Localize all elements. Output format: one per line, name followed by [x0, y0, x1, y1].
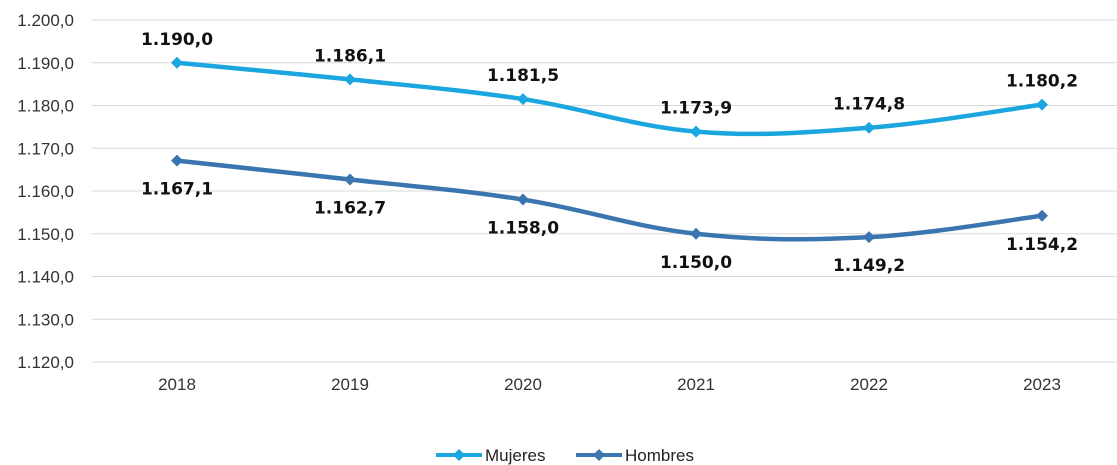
legend-marker-hombres — [593, 449, 605, 461]
data-label-mujeres: 1.181,5 — [487, 66, 559, 86]
data-point-hombres — [863, 231, 875, 244]
gridlines — [92, 19, 1117, 363]
series-line-mujeres — [174, 60, 1045, 137]
legend-item-hombres: Hombres — [576, 446, 694, 465]
data-label-hombres: 1.167,1 — [141, 180, 213, 200]
data-label-hombres: 1.154,2 — [1006, 235, 1078, 255]
data-point-hombres — [517, 193, 529, 206]
y-tick-label: 1.130,0 — [17, 310, 74, 329]
series — [171, 56, 1048, 244]
y-tick-label: 1.160,0 — [17, 182, 74, 201]
data-point-hombres — [344, 173, 356, 186]
y-tick-label: 1.140,0 — [17, 268, 74, 287]
data-point-mujeres — [517, 93, 529, 106]
data-labels: 1.190,0 1.186,1 1.181,5 1.173,9 1.174,8 1.180… — [141, 30, 1078, 276]
data-point-mujeres — [1036, 98, 1048, 111]
x-tick-label: 2021 — [677, 375, 715, 394]
data-point-mujeres — [690, 125, 702, 138]
y-tick-label: 1.180,0 — [17, 97, 74, 116]
legend-label-mujeres: Mujeres — [485, 446, 545, 465]
data-point-hombres — [171, 154, 183, 167]
x-tick-label: 2019 — [331, 375, 369, 394]
data-label-hombres: 1.158,0 — [487, 219, 559, 239]
y-tick-label: 1.120,0 — [17, 353, 74, 372]
data-label-hombres: 1.162,7 — [314, 198, 386, 218]
data-label-hombres: 1.149,2 — [833, 256, 905, 276]
data-label-mujeres: 1.186,1 — [314, 46, 386, 66]
data-label-mujeres: 1.180,2 — [1006, 72, 1078, 92]
x-tick-label: 2018 — [158, 375, 196, 394]
data-label-mujeres: 1.174,8 — [833, 95, 905, 115]
y-tick-label: 1.150,0 — [17, 225, 74, 244]
series-line-hombres — [174, 158, 1045, 242]
x-tick-label: 2022 — [850, 375, 888, 394]
data-point-hombres — [690, 227, 702, 240]
data-point-hombres — [1036, 209, 1048, 222]
y-tick-label: 1.190,0 — [17, 54, 74, 73]
y-tick-label: 1.200,0 — [17, 11, 74, 30]
data-label-hombres: 1.150,0 — [660, 253, 732, 273]
legend-item-mujeres: Mujeres — [436, 446, 545, 465]
data-point-mujeres — [344, 73, 356, 86]
y-axis: 1.120,0 1.130,0 1.140,0 1.150,0 1.160,0 1.170… — [17, 11, 74, 372]
data-label-mujeres: 1.190,0 — [141, 30, 213, 50]
data-label-mujeres: 1.173,9 — [660, 99, 732, 119]
data-point-mujeres — [863, 121, 875, 134]
x-tick-label: 2023 — [1023, 375, 1061, 394]
legend-label-hombres: Hombres — [625, 446, 694, 465]
x-axis: 2018 2019 2020 2021 2022 2023 — [158, 375, 1061, 394]
data-point-mujeres — [171, 56, 183, 69]
y-tick-label: 1.170,0 — [17, 139, 74, 158]
legend-marker-mujeres — [453, 449, 465, 461]
x-tick-label: 2020 — [504, 375, 542, 394]
legend: Mujeres Hombres — [436, 446, 694, 465]
